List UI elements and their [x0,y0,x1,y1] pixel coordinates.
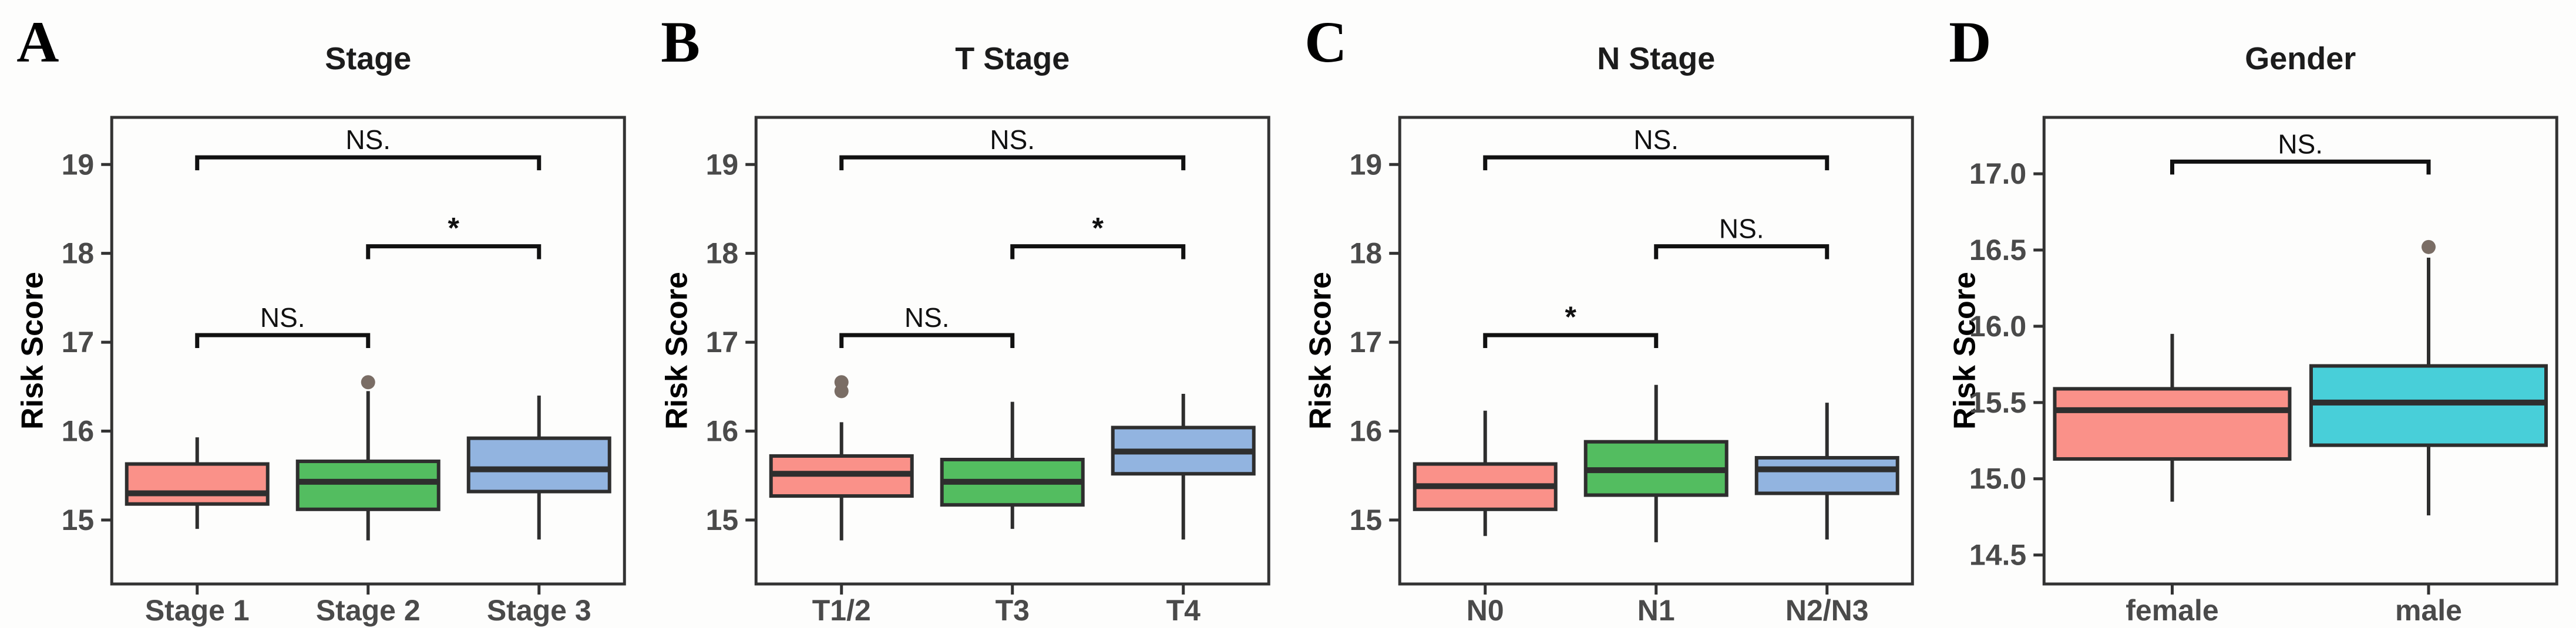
significance-bracket [195,333,371,348]
significance-bracket [195,155,542,171]
x-category-label: N1 [1637,594,1675,627]
y-tick-label: 15 [62,504,95,536]
y-tick-label: 17.0 [1969,157,2026,190]
x-category-label: T4 [1166,594,1200,627]
x-category-label: male [2395,594,2462,627]
significance-label: NS. [990,124,1035,155]
panel-background [1288,0,1932,628]
plot-border [2042,116,2558,586]
outlier-dot [2421,239,2436,254]
x-category-label: Stage 1 [145,594,250,627]
panel-d: D Gender Risk Score 14.5 15.0 15.5 16.0 16.5 17.… [1932,0,2576,628]
panel-letter: B [661,9,700,75]
significance-label: NS. [1719,214,1764,244]
panel-a: A Stage Risk Score 15 16 17 18 19 Stage 1 Stage 2… [0,0,644,628]
panel-c: C N Stage Risk Score 15 16 17 18 19 N0 N1 N2/N3 * NS… [1288,0,1932,628]
x-category-label: N2/N3 [1785,594,1869,627]
y-axis-label: Risk Score [660,272,694,430]
box-stage-1 [125,462,270,506]
outlier-dot [361,375,375,390]
panel-letter: D [1949,9,1991,75]
significance-label: * [1092,212,1104,245]
y-tick-label: 16.0 [1969,310,2026,343]
y-axis-label: Risk Score [1303,272,1337,430]
significance-bracket [1483,155,1830,171]
significance-label: * [448,212,460,245]
y-tick-label: 19 [1350,148,1383,181]
y-tick-label: 17 [62,326,95,359]
y-tick-label: 16 [62,415,95,448]
y-tick-label: 15.5 [1969,386,2026,419]
y-tick-label: 15.0 [1969,462,2026,495]
panel-background [644,0,1288,628]
box-female [2053,387,2291,461]
panel-letter: A [16,9,59,75]
x-category-label: Stage 2 [316,594,421,627]
significance-label: NS. [260,302,305,333]
box-stage-3 [466,436,611,494]
panel-c-boxplot-chart: C N Stage Risk Score 15 16 17 18 19 N0 N1 N2/N3 * NS… [1288,0,1932,628]
y-tick-label: 17 [1350,326,1383,359]
y-tick-label: 18 [705,237,738,270]
chart-title: T Stage [955,41,1070,76]
significance-bracket [839,155,1185,171]
significance-label: NS. [904,302,949,333]
y-tick-label: 18 [1350,237,1383,270]
y-axis-label: Risk Score [1948,272,1982,430]
panel-letter: C [1304,9,1347,75]
y-tick-label: 19 [705,148,738,181]
significance-bracket [2170,159,2430,175]
x-category-label: T3 [995,594,1029,627]
x-category-label: female [2126,594,2218,627]
significance-label: * [1565,301,1577,333]
y-tick-label: 16.5 [1969,234,2026,266]
y-tick-label: 16 [1350,415,1383,448]
panel-b-boxplot-chart: B T Stage Risk Score 15 16 17 18 19 T1/2 T3 T4 NS. *… [644,0,1288,628]
y-tick-label: 18 [62,237,95,270]
y-tick-label: 14.5 [1969,539,2026,572]
significance-label: NS. [2278,129,2323,159]
panel-background [0,0,644,628]
significance-bracket [1654,244,1830,259]
x-category-label: N0 [1467,594,1504,627]
y-tick-label: 15 [1350,504,1383,536]
panel-d-boxplot-chart: D Gender Risk Score 14.5 15.0 15.5 16.0 16.5 17.… [1932,0,2576,628]
significance-label: NS. [1633,124,1679,155]
y-tick-label: 19 [62,148,95,181]
y-tick-label: 16 [705,415,738,448]
outlier-dot [834,375,849,390]
y-tick-label: 15 [705,504,738,536]
significance-bracket [1010,244,1185,259]
box-stage-2 [295,460,440,511]
panel-b: B T Stage Risk Score 15 16 17 18 19 T1/2 T3 T4 NS. *… [644,0,1289,628]
significance-label: NS. [345,124,391,155]
chart-title: Stage [325,41,411,76]
significance-bracket [1483,333,1659,348]
x-category-label: Stage 3 [487,594,591,627]
y-axis-label: Risk Score [15,272,49,430]
significance-bracket [839,333,1014,348]
chart-title: N Stage [1597,41,1715,76]
box-male [2309,364,2548,447]
panel-background [1932,0,2576,628]
panel-a-boxplot-chart: A Stage Risk Score 15 16 17 18 19 Stage 1 Stage 2… [0,0,644,628]
x-category-label: T1/2 [812,594,870,627]
box-n2-n3 [1754,455,1899,495]
y-tick-label: 17 [705,326,738,359]
significance-bracket [366,244,542,259]
chart-title: Gender [2245,41,2356,76]
